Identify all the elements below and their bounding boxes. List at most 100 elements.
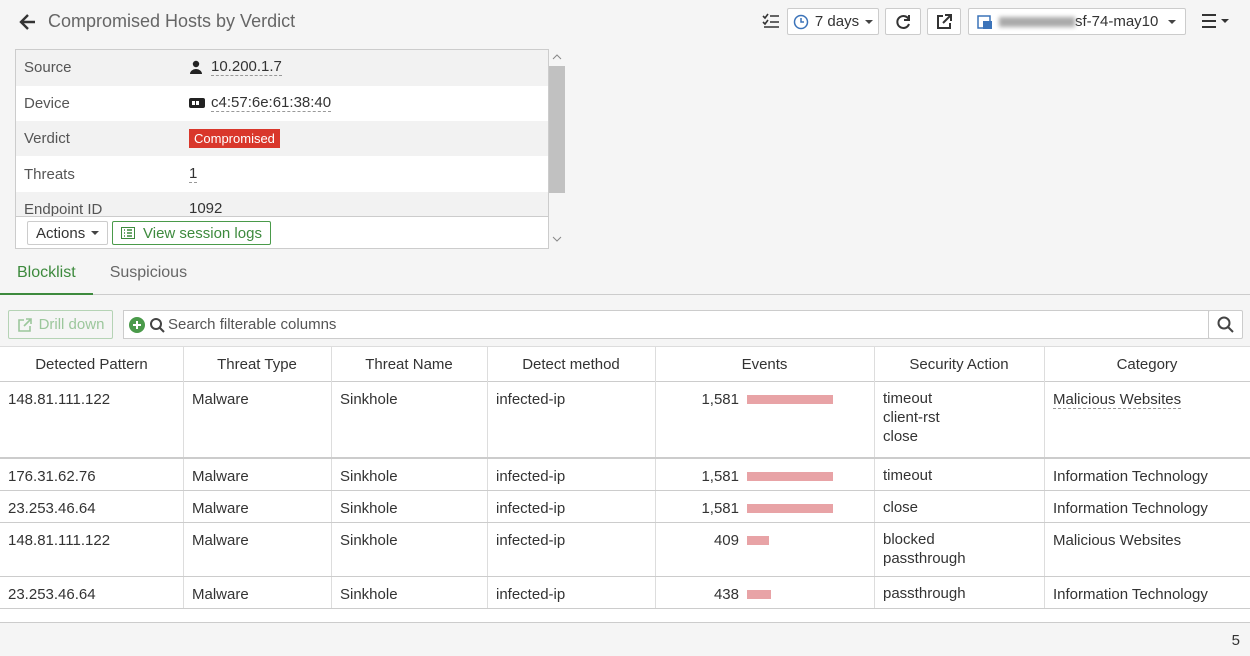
detail-label: Endpoint ID [24,201,103,218]
table-cell: Sinkhole [331,577,487,608]
security-action: client-rst [883,409,940,426]
cell-text: Malware [192,391,249,408]
table-cell: timeout client-rst close [874,382,1044,457]
security-action: blocked [883,531,935,548]
table-row[interactable]: 148.81.111.122 Malware Sinkhole infected-ip… [0,523,1250,577]
cell-text: Sinkhole [340,586,398,603]
column-divider [183,347,184,383]
table-cell: close [874,491,1044,522]
open-external-button[interactable] [927,8,961,35]
cell-text: Sinkhole [340,500,398,517]
detail-panel: Source 10.200.1.7 Device c4:57:6e:61:38:40 V… [15,49,549,249]
table-cell: Malware [183,491,331,522]
events-count: 1,581 [701,391,739,408]
table-cell: Malware [183,382,331,457]
cell-text: Malware [192,500,249,517]
cell-text: 148.81.111.122 [8,532,111,549]
table-cell: infected-ip [487,523,655,576]
table-cell: Sinkhole [331,459,487,490]
column-header[interactable]: Threat Type [217,356,297,373]
cell-text: Malware [192,586,249,603]
column-header[interactable]: Category [1116,356,1178,373]
actions-button[interactable]: Actions [27,221,109,245]
refresh-button[interactable] [885,8,921,35]
column-header[interactable]: Detect method [522,356,620,373]
menu-button[interactable] [1200,13,1234,29]
detail-value-cell: 1 [189,165,198,183]
table-cell: infected-ip [487,382,655,457]
cell-text: infected-ip [496,532,566,549]
table-cell: 23.253.46.64 [0,577,183,608]
search-icons [129,316,165,333]
results-table: Detected Pattern Threat Type Threat Name De… [0,346,1250,622]
cell-text: Malware [192,468,249,485]
back-button[interactable] [18,12,38,32]
search-box[interactable]: Search filterable columns [123,310,1209,339]
detail-label: Device [24,95,70,112]
device-select[interactable]: sf-74-may10 [968,8,1186,35]
column-header[interactable]: Security Action [909,356,1009,373]
table-cell: Information Technology [1044,459,1250,490]
events-count: 1,581 [701,468,739,485]
cell-text: Sinkhole [340,468,398,485]
detail-label: Threats [24,166,75,183]
table-cell: 438 [655,577,874,608]
detail-row: Threats 1 [16,157,548,192]
verdict-badge: Compromised [189,129,280,148]
table-row[interactable]: 23.253.46.64 Malware Sinkhole infected-ip 43… [0,577,1250,609]
table-cell: infected-ip [487,491,655,522]
detail-actions: Actions View session logs [16,216,548,248]
security-action: passthrough [883,550,966,567]
events-bar [747,536,770,545]
view-logs-button[interactable]: View session logs [112,221,271,245]
table-cell: Information Technology [1044,577,1250,608]
tab[interactable]: Suspicious [109,264,188,281]
table-header: Detected Pattern Threat Type Threat Name De… [0,346,1250,383]
detail-value[interactable]: 1 [189,165,198,183]
tab[interactable]: Blocklist [0,256,93,295]
detail-label: Source [24,59,72,76]
table-cell: 176.31.62.76 [0,459,183,490]
search-button[interactable] [1208,310,1243,339]
category[interactable]: Malicious Websites [1053,391,1182,409]
table-cell: Malicious Websites [1044,382,1250,457]
page-title: Compromised Hosts by Verdict [48,11,296,31]
events-bar [747,504,833,513]
table-row[interactable]: 148.81.111.122 Malware Sinkhole infected-ip… [0,382,1250,459]
table-cell: passthrough [874,577,1044,608]
table-cell: Sinkhole [331,523,487,576]
category: Information Technology [1053,468,1208,485]
cell-text: infected-ip [496,468,566,485]
category: Malicious Websites [1053,532,1182,549]
tab-divider [0,294,1250,295]
events-bar [747,395,833,404]
table-cell: 409 [655,523,874,576]
scrollbar[interactable] [549,49,566,249]
clock-icon [793,14,809,29]
table-cell: Malicious Websites [1044,523,1250,576]
table-row[interactable]: 176.31.62.76 Malware Sinkhole infected-ip 1,… [0,459,1250,491]
column-divider [1044,347,1045,383]
security-action: passthrough [883,585,966,602]
cell-text: Sinkhole [340,391,398,408]
view-logs-label: View session logs [143,224,262,242]
column-header[interactable]: Threat Name [365,356,453,373]
log-icon [121,227,135,239]
column-divider [874,347,875,383]
table-cell: Malware [183,459,331,490]
column-divider [331,347,332,383]
table-cell: timeout [874,459,1044,490]
table-row[interactable]: 23.253.46.64 Malware Sinkhole infected-ip 1,… [0,491,1250,523]
cell-text: 176.31.62.76 [8,468,96,485]
time-range-select[interactable]: 7 days [787,8,879,35]
detail-value[interactable]: 10.200.1.7 [211,58,282,76]
column-header[interactable]: Events [741,356,788,373]
category: Information Technology [1053,586,1208,603]
cell-text: 23.253.46.64 [8,500,96,517]
cell-text: Malware [192,532,249,549]
column-header[interactable]: Detected Pattern [35,356,148,373]
detail-value[interactable]: c4:57:6e:61:38:40 [211,94,332,112]
drill-down-button[interactable]: Drill down [8,310,113,339]
device-icon [977,14,992,29]
columns-button[interactable] [762,13,780,29]
